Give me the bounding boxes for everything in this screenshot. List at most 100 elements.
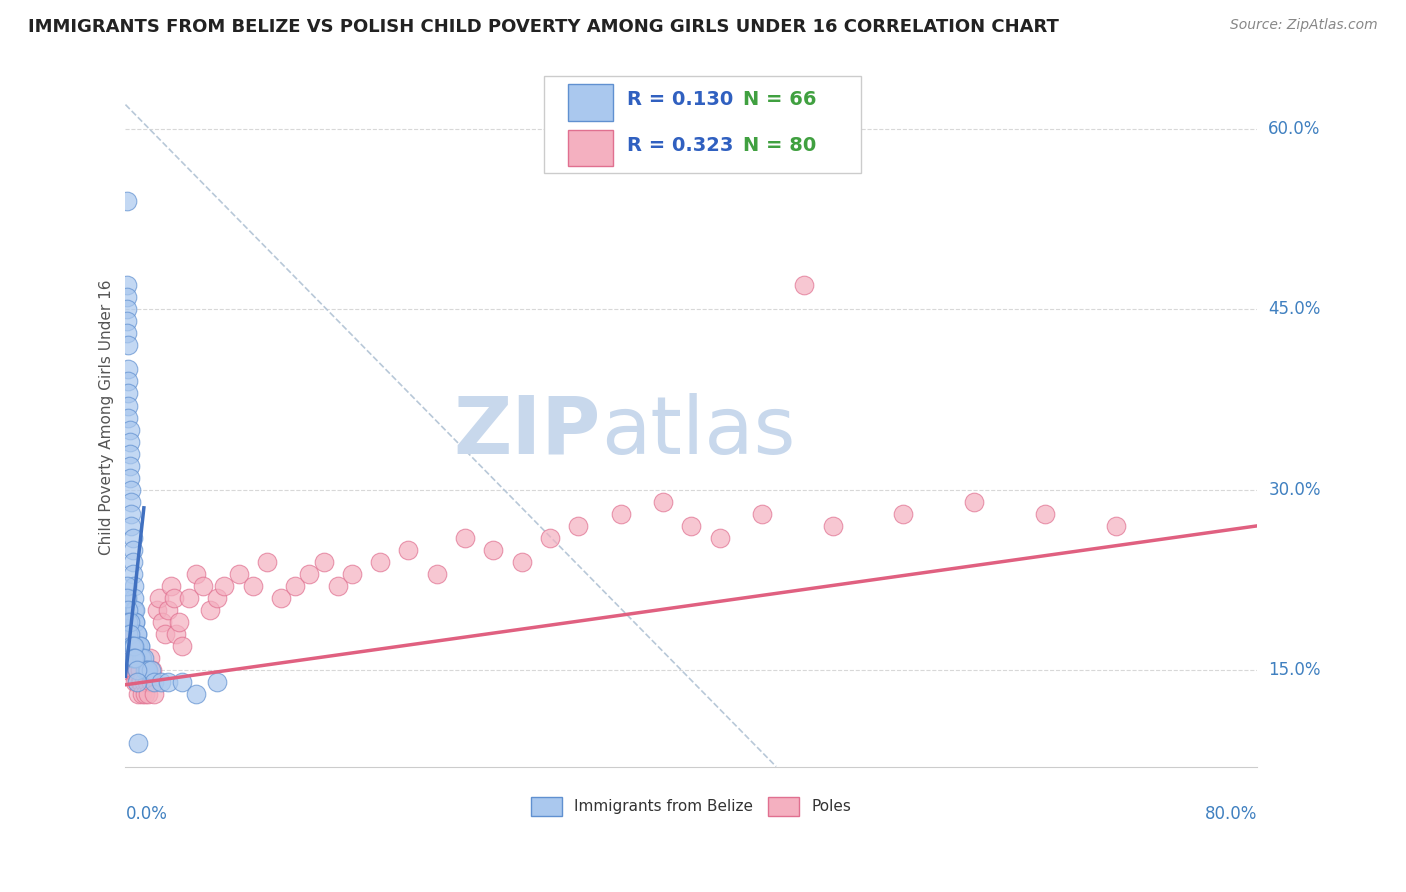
Point	[117, 615, 139, 629]
Point	[115, 663, 138, 677]
Point	[893, 507, 915, 521]
Point	[127, 735, 149, 749]
Point	[156, 675, 179, 690]
Point	[121, 555, 143, 569]
Point	[125, 627, 148, 641]
Point	[120, 483, 142, 497]
Point	[118, 627, 141, 641]
Point	[134, 663, 156, 677]
Point	[115, 194, 138, 208]
Point	[121, 651, 143, 665]
Point	[242, 579, 264, 593]
Point	[117, 627, 139, 641]
Point	[129, 651, 152, 665]
Point	[122, 651, 145, 665]
Point	[148, 591, 170, 606]
Point	[139, 663, 162, 677]
FancyBboxPatch shape	[568, 85, 613, 120]
Point	[131, 687, 153, 701]
Point	[340, 567, 363, 582]
Point	[121, 663, 143, 677]
Point	[121, 567, 143, 582]
Point	[118, 615, 141, 629]
Point	[128, 675, 150, 690]
Point	[1033, 507, 1056, 521]
Point	[121, 543, 143, 558]
Point	[128, 663, 150, 677]
Point	[117, 639, 139, 653]
Point	[117, 338, 139, 352]
Point	[165, 627, 187, 641]
Point	[122, 663, 145, 677]
Point	[709, 531, 731, 545]
Point	[200, 603, 222, 617]
Text: R = 0.323: R = 0.323	[627, 136, 733, 154]
Point	[150, 615, 173, 629]
Point	[159, 579, 181, 593]
Point	[124, 615, 146, 629]
Point	[120, 639, 142, 653]
Point	[170, 639, 193, 653]
Point	[326, 579, 349, 593]
Point	[751, 507, 773, 521]
FancyBboxPatch shape	[544, 76, 860, 173]
Point	[142, 687, 165, 701]
Point	[207, 591, 229, 606]
Text: N = 80: N = 80	[744, 136, 817, 154]
Point	[118, 651, 141, 665]
Point	[162, 591, 184, 606]
Point	[214, 579, 236, 593]
Point	[118, 423, 141, 437]
Point	[121, 639, 143, 653]
Point	[122, 603, 145, 617]
Point	[120, 495, 142, 509]
Point	[156, 603, 179, 617]
Point	[118, 458, 141, 473]
Text: Source: ZipAtlas.com: Source: ZipAtlas.com	[1230, 18, 1378, 32]
Point	[312, 555, 335, 569]
Point	[135, 663, 157, 677]
Point	[132, 675, 155, 690]
Point	[270, 591, 292, 606]
Point	[131, 651, 153, 665]
Point	[256, 555, 278, 569]
Point	[121, 639, 143, 653]
Point	[652, 495, 675, 509]
Point	[207, 675, 229, 690]
Point	[134, 687, 156, 701]
Point	[124, 651, 146, 665]
Point	[153, 627, 176, 641]
Point	[186, 687, 208, 701]
Point	[115, 579, 138, 593]
Text: 45.0%: 45.0%	[1268, 301, 1320, 318]
Point	[129, 675, 152, 690]
Point	[115, 591, 138, 606]
Point	[125, 627, 148, 641]
Point	[138, 651, 160, 665]
Point	[115, 651, 138, 665]
Point	[538, 531, 561, 545]
Point	[128, 639, 150, 653]
Point	[127, 651, 149, 665]
Point	[793, 278, 815, 293]
Text: ZIP: ZIP	[454, 392, 600, 470]
Point	[125, 663, 148, 677]
Point	[115, 627, 138, 641]
Point	[117, 651, 139, 665]
Text: 15.0%: 15.0%	[1268, 661, 1320, 680]
Point	[426, 567, 449, 582]
Point	[117, 603, 139, 617]
Text: 60.0%: 60.0%	[1268, 120, 1320, 137]
Point	[121, 651, 143, 665]
Point	[136, 687, 159, 701]
Legend: Immigrants from Belize, Poles: Immigrants from Belize, Poles	[526, 791, 858, 822]
Point	[821, 519, 844, 533]
Point	[170, 675, 193, 690]
Point	[122, 591, 145, 606]
Text: 80.0%: 80.0%	[1205, 805, 1257, 823]
Point	[118, 627, 141, 641]
Point	[115, 326, 138, 341]
Point	[122, 579, 145, 593]
Point	[125, 675, 148, 690]
Point	[132, 651, 155, 665]
